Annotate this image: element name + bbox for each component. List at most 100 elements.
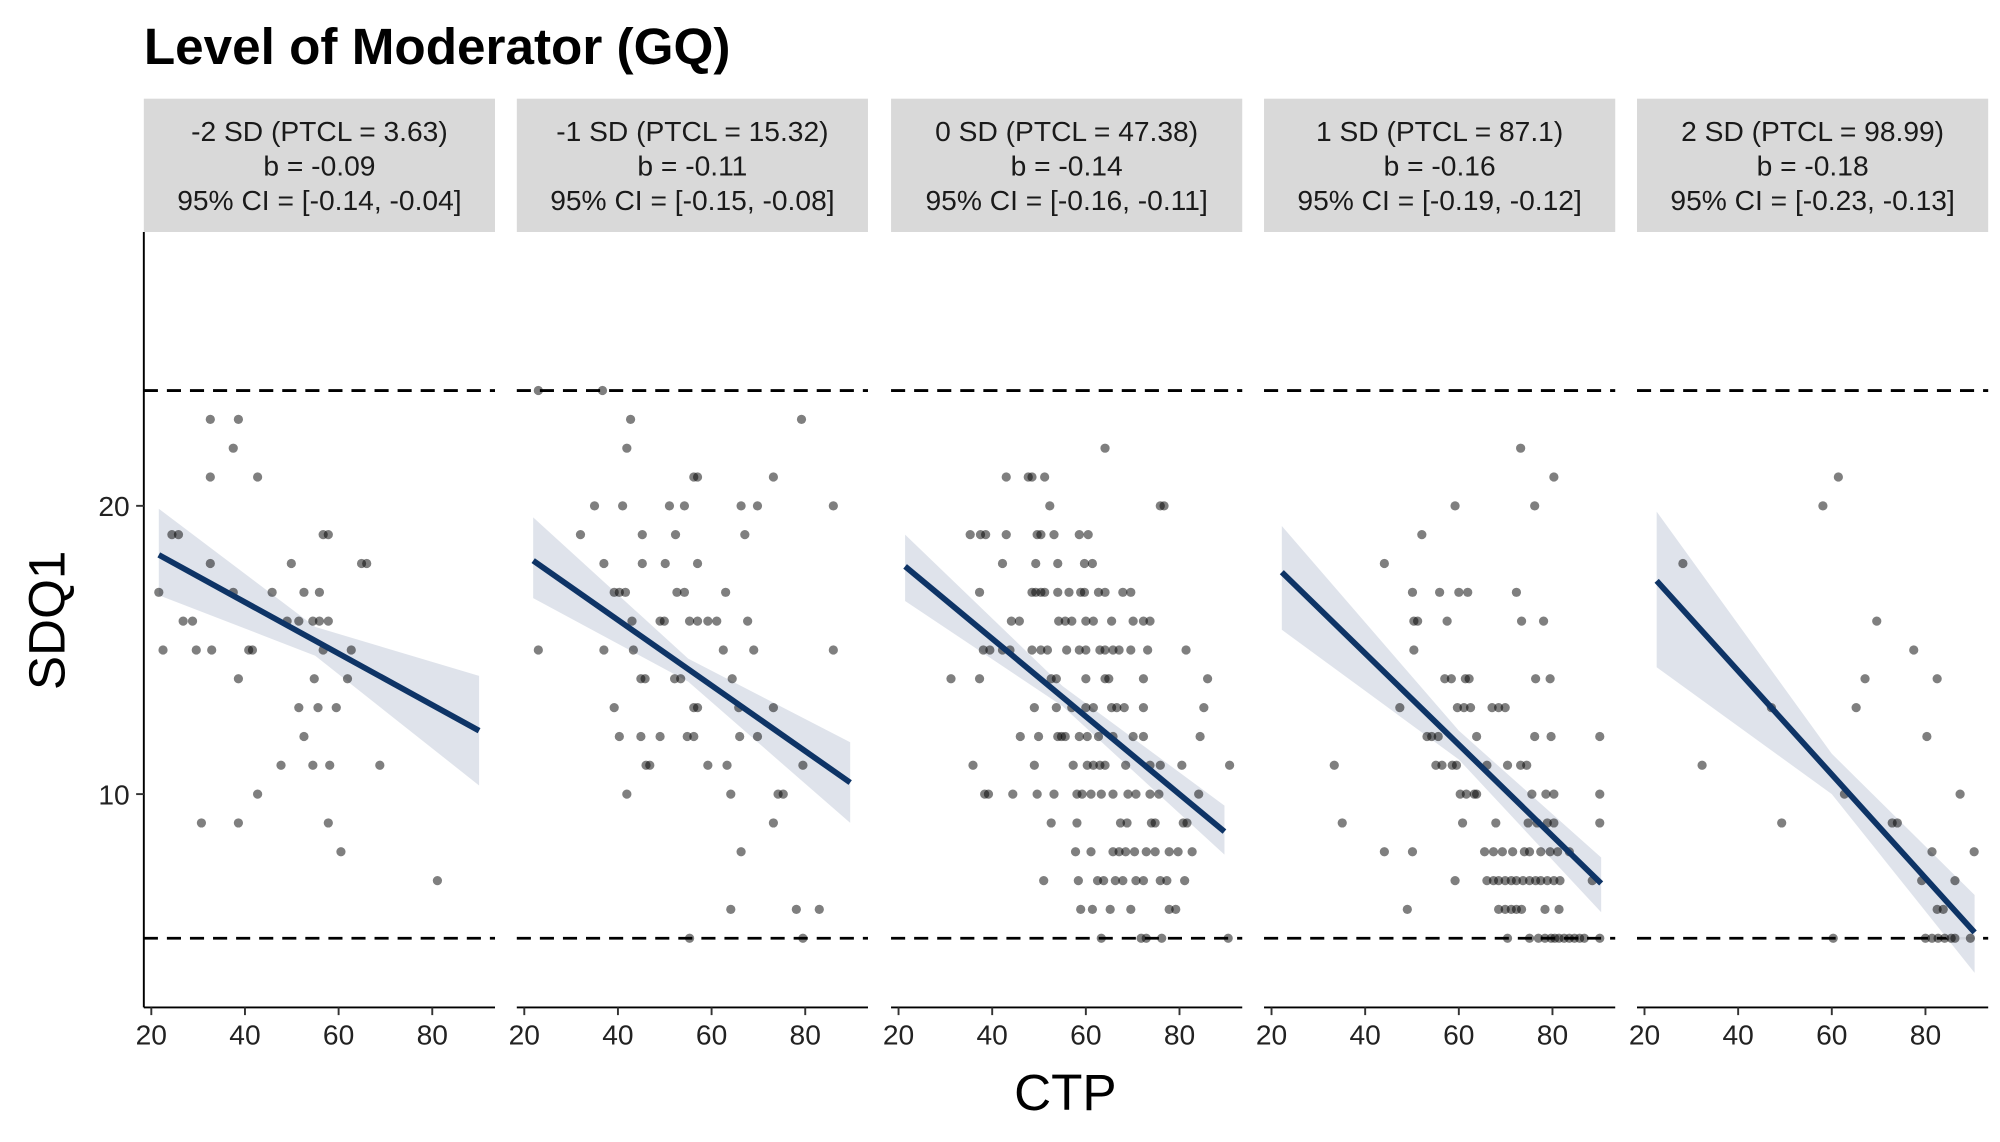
data-point bbox=[1530, 731, 1540, 742]
data-point bbox=[727, 674, 737, 684]
data-point bbox=[1523, 818, 1533, 828]
data-point bbox=[1435, 587, 1445, 597]
data-point bbox=[637, 530, 647, 540]
data-point bbox=[679, 501, 690, 511]
data-point bbox=[628, 645, 639, 655]
data-point bbox=[1182, 818, 1192, 828]
data-point bbox=[1157, 933, 1167, 943]
data-point bbox=[1141, 933, 1151, 943]
data-point bbox=[974, 587, 985, 597]
data-point bbox=[1502, 760, 1513, 770]
data-point bbox=[1129, 847, 1140, 857]
data-point bbox=[1138, 616, 1149, 626]
data-point bbox=[1516, 443, 1526, 453]
data-point bbox=[1407, 847, 1418, 857]
data-point bbox=[1001, 530, 1011, 540]
data-point bbox=[1121, 847, 1131, 857]
data-point bbox=[1818, 501, 1828, 511]
regression-line bbox=[1654, 578, 1977, 935]
data-point bbox=[1463, 587, 1473, 597]
data-point bbox=[736, 847, 746, 857]
data-point bbox=[1511, 587, 1522, 597]
data-point bbox=[1538, 616, 1549, 626]
data-point bbox=[1027, 645, 1037, 655]
data-point bbox=[740, 530, 750, 540]
data-point bbox=[660, 558, 670, 569]
data-point bbox=[196, 818, 207, 828]
data-point bbox=[1452, 703, 1463, 713]
data-point bbox=[1110, 875, 1120, 886]
data-point bbox=[1145, 789, 1155, 799]
data-point bbox=[721, 587, 731, 597]
data-point bbox=[645, 760, 655, 770]
data-point bbox=[1442, 616, 1452, 626]
data-point bbox=[1114, 847, 1124, 857]
data-point bbox=[1154, 789, 1164, 799]
data-point bbox=[692, 472, 703, 482]
data-point bbox=[187, 616, 198, 626]
data-point bbox=[314, 587, 325, 597]
data-point bbox=[1079, 558, 1090, 569]
data-point bbox=[1122, 818, 1132, 828]
data-point bbox=[1138, 875, 1149, 886]
data-point bbox=[655, 731, 665, 742]
facet-strip bbox=[1264, 98, 1616, 232]
data-point bbox=[997, 558, 1008, 569]
facet-strip bbox=[516, 98, 868, 232]
data-point bbox=[1595, 731, 1605, 742]
data-point bbox=[1932, 674, 1942, 684]
facet-strip bbox=[1637, 98, 1989, 232]
data-point bbox=[1950, 875, 1960, 886]
data-point bbox=[1833, 472, 1843, 482]
data-point bbox=[703, 760, 713, 770]
data-point bbox=[1379, 847, 1389, 857]
facet-strip-label: b = -0.16 bbox=[1384, 150, 1496, 182]
data-point bbox=[1100, 443, 1110, 453]
data-point bbox=[228, 443, 238, 453]
data-point bbox=[1511, 875, 1522, 886]
data-point bbox=[1177, 760, 1187, 770]
data-point bbox=[1051, 674, 1061, 684]
data-point bbox=[1542, 875, 1552, 886]
data-point bbox=[1488, 847, 1499, 857]
data-point bbox=[618, 501, 628, 511]
data-point bbox=[1549, 472, 1559, 482]
data-point bbox=[1938, 904, 1948, 915]
data-point bbox=[1164, 904, 1174, 915]
data-point bbox=[1171, 904, 1181, 915]
data-point bbox=[1088, 703, 1098, 713]
data-point bbox=[1164, 847, 1174, 857]
data-point bbox=[796, 414, 807, 424]
data-point bbox=[726, 904, 736, 915]
data-point bbox=[1595, 818, 1605, 828]
data-point bbox=[1014, 616, 1024, 626]
data-point bbox=[314, 616, 325, 626]
data-point bbox=[1851, 703, 1861, 713]
data-point bbox=[267, 587, 277, 597]
y-axis-title: SDQ1 bbox=[18, 551, 75, 691]
data-point bbox=[1545, 847, 1555, 857]
data-point bbox=[342, 674, 353, 684]
data-point bbox=[1516, 616, 1527, 626]
chart-title: Level of Moderator (GQ) bbox=[144, 18, 731, 75]
data-point bbox=[1138, 731, 1149, 742]
data-point bbox=[1143, 645, 1153, 655]
data-point bbox=[1119, 703, 1129, 713]
facet-strip-label: 95% CI = [-0.15, -0.08] bbox=[550, 184, 834, 216]
x-tick-label: 60 bbox=[323, 1019, 354, 1051]
data-point bbox=[1106, 616, 1117, 626]
data-point bbox=[233, 414, 244, 424]
data-point bbox=[1096, 933, 1106, 943]
data-point bbox=[1083, 530, 1093, 540]
data-point bbox=[1224, 760, 1235, 770]
data-point bbox=[1494, 703, 1504, 713]
data-point bbox=[1100, 760, 1110, 770]
data-point bbox=[1546, 731, 1556, 742]
data-point bbox=[1500, 703, 1510, 713]
data-point bbox=[325, 760, 335, 770]
data-point bbox=[323, 818, 333, 828]
